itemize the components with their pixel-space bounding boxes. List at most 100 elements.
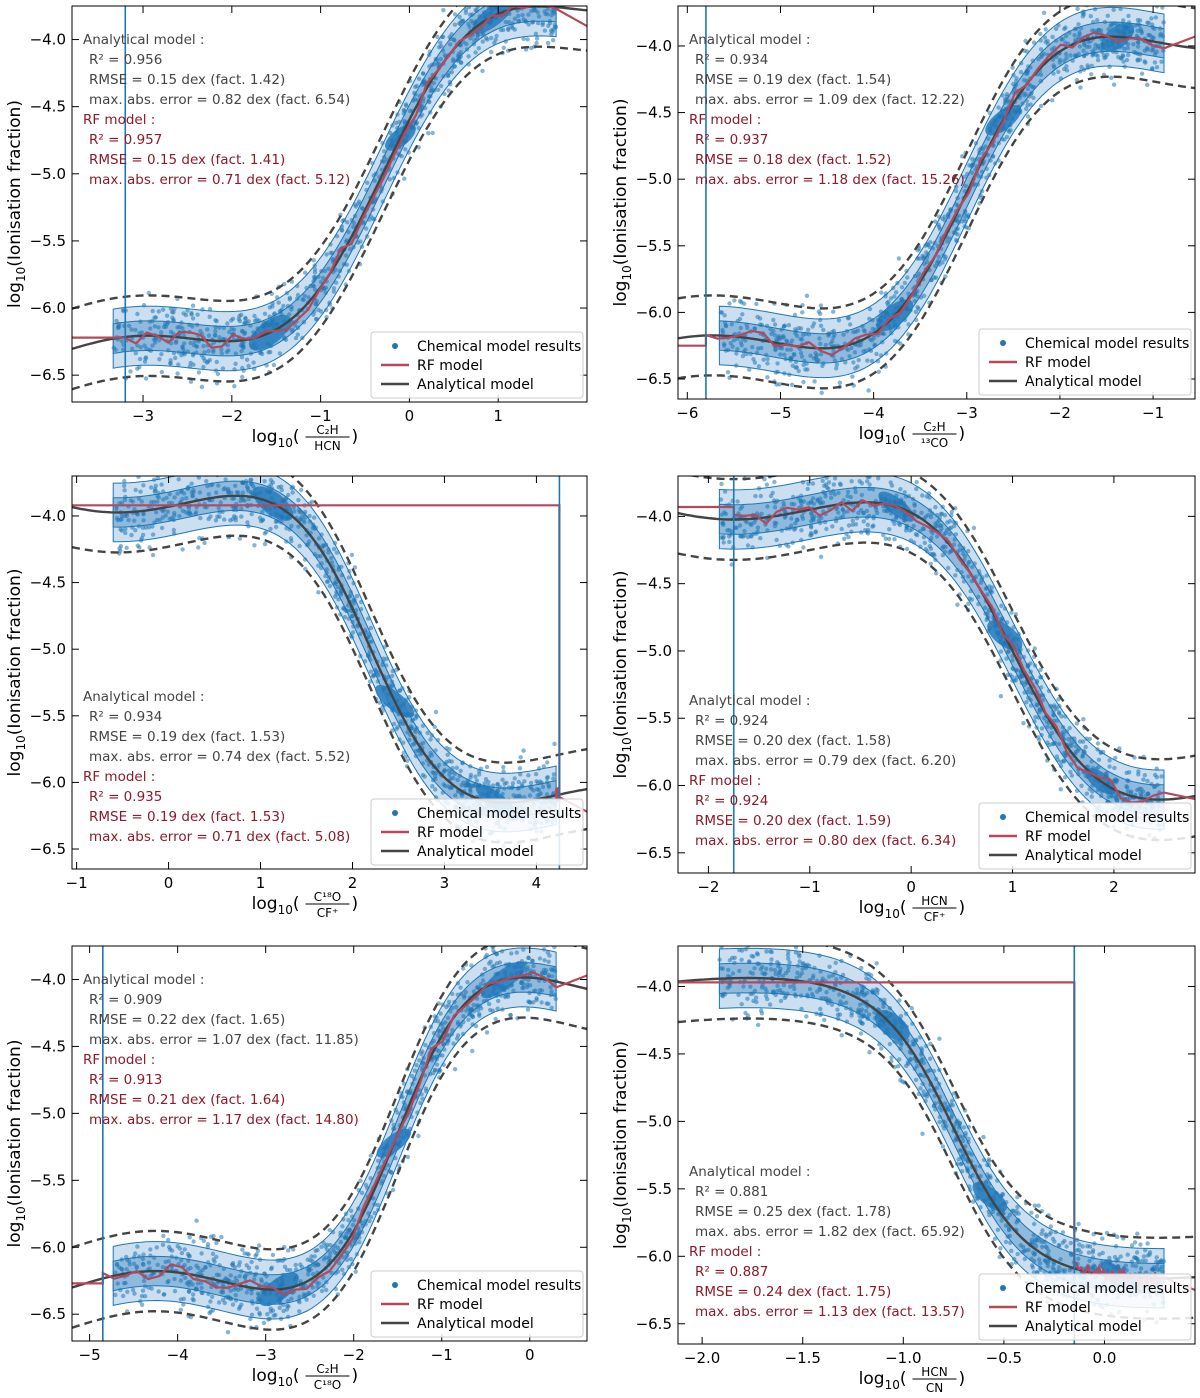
- data-point: [302, 557, 308, 562]
- data-point: [1038, 675, 1043, 680]
- data-point: [153, 315, 159, 320]
- data-point: [326, 575, 332, 580]
- data-point: [758, 536, 763, 541]
- data-point: [1067, 725, 1072, 731]
- data-point: [276, 300, 281, 305]
- data-point: [115, 1281, 121, 1286]
- data-point: [292, 509, 297, 514]
- data-point: [208, 514, 213, 519]
- data-point: [998, 658, 1003, 663]
- data-point: [721, 540, 726, 545]
- data-point: [850, 503, 856, 508]
- data-point: [189, 311, 194, 316]
- data-point: [407, 737, 412, 742]
- x-axis-numerator: C₂H: [316, 1362, 338, 1376]
- data-point: [911, 540, 917, 545]
- data-point: [836, 318, 842, 323]
- data-point: [462, 993, 467, 998]
- density-contour-outer: [112, 476, 557, 833]
- data-point: [963, 183, 968, 189]
- data-point: [434, 770, 439, 776]
- y-tick-label: −5.5: [30, 707, 66, 725]
- data-point: [841, 332, 846, 337]
- data-point: [324, 307, 329, 313]
- data-point: [327, 583, 333, 589]
- y-tick-label: −5.5: [636, 709, 672, 727]
- data-point: [446, 70, 452, 75]
- data-point: [287, 295, 293, 300]
- data-point: [446, 1033, 452, 1038]
- x-axis-numerator: C¹⁸O: [314, 890, 341, 904]
- data-point: [409, 1114, 414, 1120]
- x-tick-label: −2: [343, 1346, 365, 1364]
- data-point: [284, 526, 289, 531]
- data-point: [214, 1272, 219, 1278]
- data-point: [358, 1178, 363, 1183]
- data-point: [419, 1051, 424, 1057]
- data-point: [911, 523, 916, 529]
- data-point: [512, 0, 516, 3]
- data-point: [499, 949, 505, 954]
- data-point: [197, 490, 203, 495]
- y-tick-label: −4.5: [30, 1037, 66, 1055]
- data-point: [333, 280, 339, 285]
- data-point: [495, 781, 500, 787]
- data-point: [381, 685, 387, 691]
- data-point: [321, 1284, 326, 1289]
- data-point: [327, 1227, 332, 1233]
- data-point: [898, 341, 903, 346]
- data-point: [318, 279, 324, 285]
- data-point: [830, 524, 835, 529]
- data-point: [365, 653, 371, 659]
- x-tick-label: −3: [132, 407, 154, 425]
- data-point: [1050, 741, 1055, 747]
- data-point: [210, 1294, 215, 1300]
- data-point: [806, 332, 812, 337]
- data-point: [119, 1266, 124, 1272]
- data-point: [156, 309, 161, 314]
- data-point: [1089, 794, 1094, 799]
- legend-marker-points: [1000, 340, 1006, 346]
- data-point: [118, 548, 123, 553]
- data-point: [940, 553, 945, 558]
- data-point: [188, 360, 193, 366]
- data-point: [375, 679, 380, 684]
- data-point: [205, 1304, 211, 1310]
- data-point: [171, 318, 176, 324]
- data-point: [887, 499, 893, 504]
- data-point: [296, 524, 301, 529]
- data-point: [1068, 740, 1074, 746]
- data-point: [1082, 53, 1087, 59]
- data-point: [987, 172, 992, 178]
- data-point: [331, 286, 337, 291]
- data-point: [329, 560, 335, 565]
- data-point: [480, 792, 485, 797]
- data-point: [821, 489, 826, 495]
- data-point: [956, 220, 961, 225]
- data-point: [725, 370, 731, 375]
- data-point: [1010, 658, 1015, 663]
- data-point: [1062, 775, 1068, 780]
- data-point: [1141, 777, 1146, 782]
- data-point: [1152, 60, 1158, 65]
- legend-entry: Analytical model: [417, 377, 534, 393]
- data-point: [514, 950, 519, 955]
- data-point: [458, 768, 463, 774]
- data-point: [211, 456, 215, 460]
- data-point: [417, 752, 423, 757]
- data-point: [1157, 26, 1163, 31]
- data-point: [295, 296, 300, 301]
- data-point: [748, 533, 753, 539]
- data-point: [234, 462, 238, 466]
- data-point: [225, 321, 230, 326]
- data-point: [132, 518, 137, 523]
- data-point: [909, 527, 914, 532]
- data-point: [461, 780, 466, 785]
- data-point: [366, 1211, 371, 1216]
- data-point: [313, 1248, 318, 1254]
- data-point: [535, 780, 541, 785]
- data-point: [878, 314, 883, 319]
